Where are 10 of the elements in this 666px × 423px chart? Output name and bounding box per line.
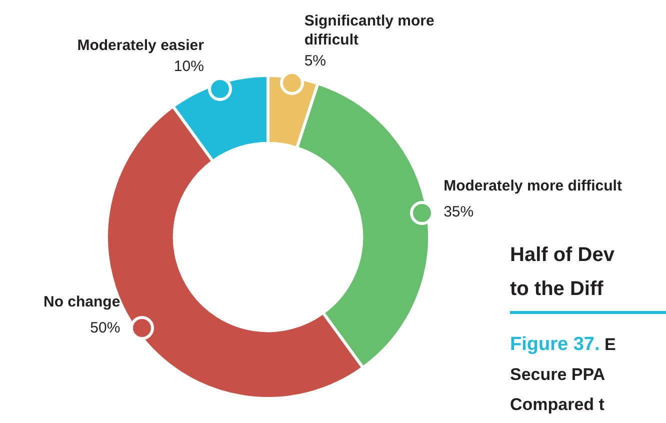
text: Half of Dev to the Diff bbox=[510, 243, 614, 302]
slice-label: Significantly more difficult bbox=[304, 12, 434, 48]
data-label: 5% bbox=[304, 52, 326, 70]
slice-label: Moderately more difficult bbox=[444, 178, 622, 195]
data-label: 10% bbox=[174, 58, 204, 76]
text: Figure 37. E Secure PPA Compared t bbox=[510, 333, 616, 416]
slice-label: No change bbox=[44, 293, 120, 310]
data-label: 50% bbox=[90, 319, 120, 336]
data-label: 35% bbox=[444, 204, 474, 221]
slice-label: Moderately easier bbox=[77, 37, 204, 54]
